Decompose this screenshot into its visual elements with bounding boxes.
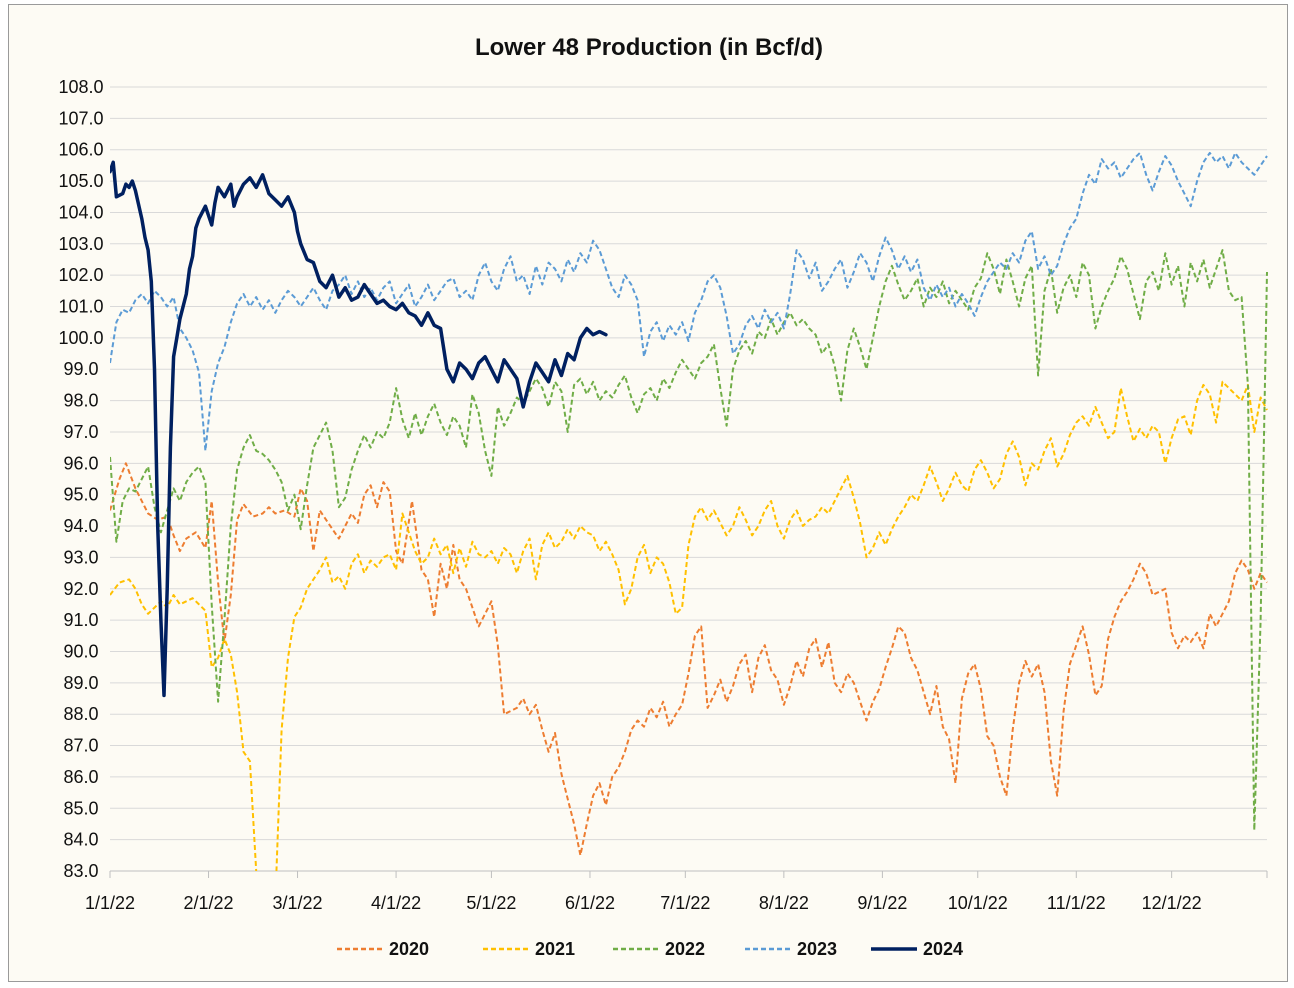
series-line-2023 (110, 151, 1268, 452)
legend-label-2020: 2020 (389, 939, 429, 959)
chart-frame: Lower 48 Production (in Bcf/d) 83.0 84.0 8… (8, 4, 1288, 982)
y-tick-label: 83.0 (63, 861, 98, 881)
y-tick-label: 97.0 (63, 422, 98, 442)
y-tick-label: 85.0 (63, 798, 98, 818)
x-tick-label: 3/1/22 (273, 893, 323, 913)
y-tick-label: 108.0 (58, 77, 103, 97)
x-tick-label: 6/1/22 (565, 893, 615, 913)
x-tick-label: 10/1/22 (948, 893, 1008, 913)
legend-label-2024: 2024 (923, 939, 963, 959)
chart-title: Lower 48 Production (in Bcf/d) (475, 34, 823, 61)
y-tick-label: 89.0 (63, 673, 98, 693)
y-tick-label: 96.0 (63, 453, 98, 473)
y-tick-label: 87.0 (63, 736, 98, 756)
y-axis-ticks: 83.0 84.0 85.0 86.0 87.0 88.0 89.0 90.0 91.0 92.0… (58, 77, 103, 881)
series-line-2022 (110, 249, 1268, 832)
y-tick-label: 88.0 (63, 704, 98, 724)
x-axis-ticks: 1/1/22 2/1/22 3/1/22 4/1/22 5/1/22 6/1/22 7/1/… (85, 871, 1268, 913)
y-tick-label: 101.0 (58, 297, 103, 317)
legend: 2020 2021 2022 2023 2024 (337, 939, 963, 959)
y-tick-label: 104.0 (58, 202, 103, 222)
y-tick-label: 105.0 (58, 171, 103, 191)
y-tick-label: 99.0 (63, 359, 98, 379)
series-line-2020 (110, 462, 1268, 857)
legend-label-2021: 2021 (535, 939, 575, 959)
y-tick-label: 107.0 (58, 108, 103, 128)
x-tick-label: 11/1/22 (1047, 893, 1106, 913)
y-tick-label: 106.0 (58, 140, 103, 160)
x-tick-label: 9/1/22 (857, 893, 907, 913)
series-line-2021 (110, 380, 1268, 871)
y-tick-label: 84.0 (63, 830, 98, 850)
legend-label-2023: 2023 (797, 939, 837, 959)
y-tick-label: 95.0 (63, 485, 98, 505)
x-tick-label: 5/1/22 (466, 893, 516, 913)
y-tick-label: 100.0 (58, 328, 103, 348)
x-tick-label: 4/1/22 (371, 893, 421, 913)
x-tick-label: 7/1/22 (660, 893, 710, 913)
y-tick-label: 92.0 (63, 579, 98, 599)
x-tick-label: 12/1/22 (1142, 893, 1202, 913)
line-chart: Lower 48 Production (in Bcf/d) 83.084.08… (58, 34, 1268, 959)
x-tick-label: 8/1/22 (759, 893, 809, 913)
y-tick-label: 93.0 (63, 547, 98, 567)
y-tick-label: 90.0 (63, 641, 98, 661)
y-tick-label: 98.0 (63, 391, 98, 411)
x-tick-label: 1/1/22 (85, 893, 135, 913)
y-tick-label: 94.0 (63, 516, 98, 536)
y-tick-label: 103.0 (58, 234, 103, 254)
x-tick-label: 2/1/22 (184, 893, 234, 913)
y-tick-label: 102.0 (58, 265, 103, 285)
y-tick-label: 91.0 (63, 610, 98, 630)
y-tick-label: 86.0 (63, 767, 98, 787)
series-line-2024 (110, 160, 608, 698)
series-lines (110, 151, 1268, 871)
legend-label-2022: 2022 (665, 939, 705, 959)
